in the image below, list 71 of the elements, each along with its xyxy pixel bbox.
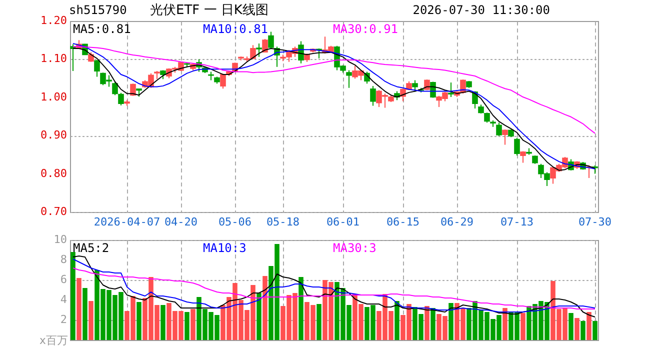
candlestick — [514, 137, 520, 156]
x-tick-label: 06-29 — [440, 216, 474, 228]
bar — [184, 312, 190, 340]
bar — [520, 313, 526, 340]
candlestick — [112, 82, 118, 96]
candlestick — [502, 128, 508, 146]
x-tick-label: 05-18 — [266, 216, 300, 228]
y-tick-label: 0.70 — [40, 205, 67, 218]
y-tick-label: 0.80 — [40, 166, 67, 180]
text: x百万 — [39, 334, 68, 347]
x-tick-label: 06-01 — [326, 216, 360, 228]
bar — [394, 301, 400, 340]
candlestick — [370, 85, 376, 106]
candlestick — [220, 73, 226, 90]
series-label: MA5:2 — [73, 241, 110, 255]
candlestick — [484, 112, 490, 124]
bar — [592, 321, 598, 340]
y-tick-label: 1.20 — [40, 14, 67, 27]
candlestick — [118, 92, 124, 106]
y-tick-label: 4 — [60, 293, 68, 306]
candlestick — [94, 59, 100, 78]
candlestick — [496, 122, 502, 136]
text: 2026-07-30 11:30:00 — [412, 3, 550, 17]
y-tick-label: 0.90 — [40, 128, 67, 142]
bar — [76, 278, 82, 340]
candlestick — [88, 52, 94, 62]
chart-title: 光伏ETF 一 日K线图 — [150, 3, 268, 18]
bar — [568, 313, 574, 340]
series-label: MA10:0.81 — [203, 22, 268, 36]
candlestick — [130, 83, 136, 96]
bar — [82, 288, 88, 340]
y-tick-label: 10 — [54, 233, 67, 246]
candlestick — [448, 82, 454, 98]
series-label: MA5:0.81 — [73, 22, 131, 36]
y-tick-label: 1.10 — [40, 52, 67, 66]
x-tick-label: 04-20 — [164, 216, 198, 228]
bar — [424, 306, 430, 340]
candlestick — [412, 80, 418, 92]
bar — [160, 305, 166, 340]
candlestick — [256, 43, 262, 58]
y-tick-label: 6 — [60, 273, 67, 286]
text: MA10:3 — [203, 241, 246, 255]
x-tick-label: 06-15 — [386, 216, 420, 228]
y-tick-label: 8 — [60, 253, 67, 266]
bar — [190, 309, 196, 340]
bar — [502, 308, 508, 340]
bar — [574, 318, 580, 340]
bar — [430, 308, 436, 340]
x-tick-label: 07-13 — [500, 216, 534, 228]
bar — [316, 304, 322, 340]
bar — [448, 303, 454, 340]
bar — [70, 252, 76, 340]
text: MA30:3 — [333, 241, 376, 255]
x-tick-label: 07-30 — [578, 216, 612, 228]
bar — [262, 276, 268, 340]
bar — [88, 301, 94, 340]
bar — [586, 312, 592, 340]
candlestick — [262, 38, 268, 53]
text: MA30:0.91 — [333, 22, 398, 36]
line-series — [72, 268, 596, 310]
y-tick-label: 1.00 — [40, 90, 67, 104]
candlestick — [268, 31, 274, 50]
x-tick-label: 2026-04-07 — [94, 216, 160, 228]
x-tick-label: 05-06 — [218, 216, 252, 228]
bar — [136, 302, 142, 340]
candlestick — [346, 70, 352, 88]
text: sh515790 — [69, 3, 127, 17]
bar — [580, 321, 586, 340]
y-tick-label: 2 — [60, 313, 67, 326]
bar — [256, 293, 262, 340]
bar — [298, 277, 304, 340]
